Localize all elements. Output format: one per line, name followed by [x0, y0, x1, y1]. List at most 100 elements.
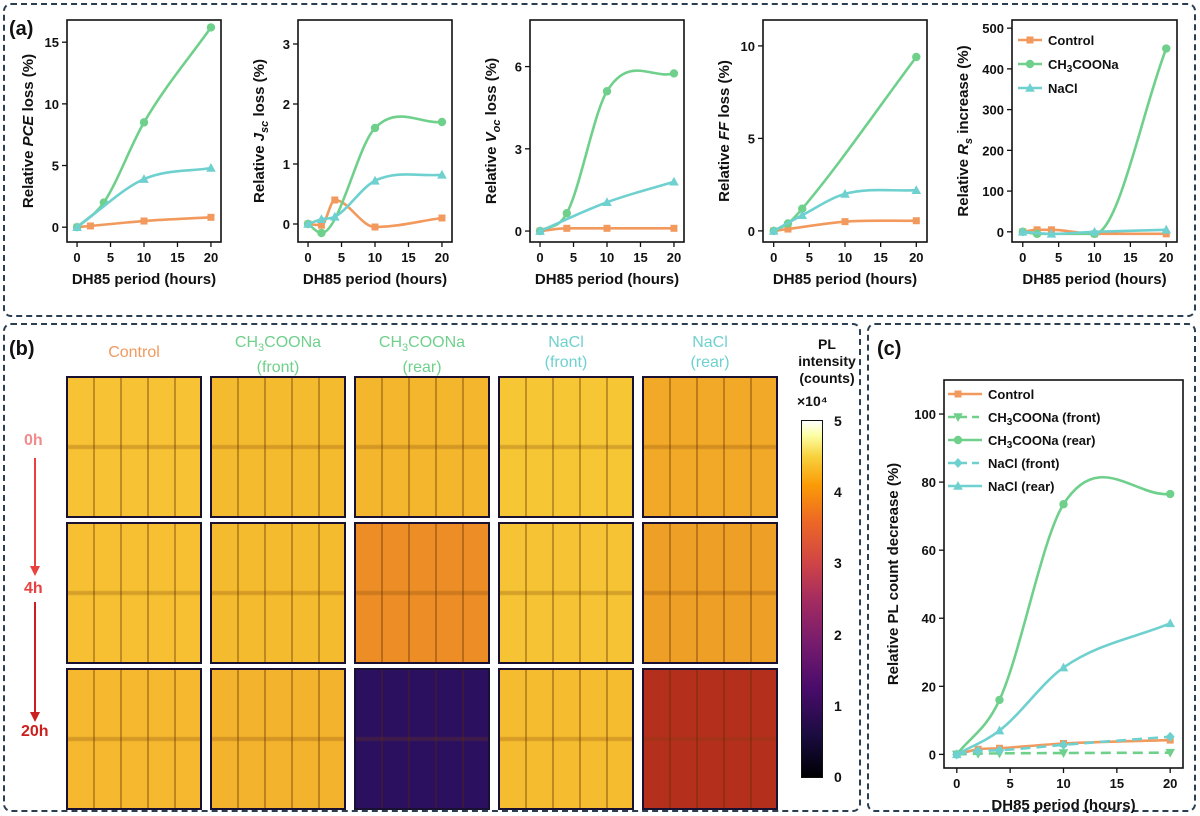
column-header-subtext: (front): [544, 354, 588, 371]
x-axis-label: DH85 period (hours): [303, 271, 447, 288]
time-arrows: [30, 458, 40, 722]
x-tick-label: 0: [536, 250, 543, 265]
legend-label-ch3coona-rear: CH3COONa (rear): [988, 433, 1095, 451]
data-point-ch3coona: [1162, 44, 1171, 53]
x-tick-label: 10: [368, 250, 382, 265]
colorbar-tick-0: 0: [834, 769, 842, 785]
column-header-subtext: (front): [256, 359, 300, 377]
data-point-nacl: [303, 219, 313, 228]
colorbar-title-line1: PL: [818, 336, 836, 352]
x-tick-label: 5: [806, 250, 813, 265]
data-point-nacl: [602, 197, 612, 207]
panel-a-label: (a): [9, 18, 34, 40]
x-tick-label: 10: [600, 250, 614, 265]
data-point-nacl: [797, 210, 808, 219]
series-line-ch3coona: [307, 115, 443, 235]
y-tick-label: 100: [914, 407, 936, 422]
arrow-head-0h-4h: [30, 566, 40, 576]
data-point-control: [603, 224, 611, 232]
y-tick-label: 3: [515, 142, 522, 157]
pl-image-0h-col4: [498, 376, 634, 518]
data-point-nacl: [72, 222, 82, 231]
data-point-control: [563, 224, 571, 232]
legend-marker-nacl: [1025, 83, 1035, 92]
pl-image-20h-col1: [66, 668, 202, 810]
data-point-nacl-rear: [994, 725, 1005, 735]
pl-image-4h-col3: [354, 522, 490, 664]
data-point-nacl-rear: [1058, 662, 1069, 672]
x-axis-label: DH85 period (hours): [773, 271, 917, 288]
data-point-ch3coona: [370, 123, 380, 133]
pl-image-20h-col2: [210, 668, 346, 810]
colorbar-tick-1: 1: [834, 698, 842, 714]
x-tick-label: 15: [1123, 250, 1137, 265]
y-tick-label: 6: [515, 60, 522, 75]
y-tick-label: 3: [283, 37, 290, 52]
y-tick-label: 500: [982, 21, 1004, 36]
data-point-nacl: [669, 176, 679, 186]
pl-image-0h-col3: [354, 376, 490, 518]
y-tick-label: 2: [283, 97, 290, 112]
data-point-ch3coona: [139, 118, 149, 127]
data-point-control: [207, 213, 215, 221]
legend-marker-control: [1026, 36, 1034, 44]
row-label-20h: 20h: [21, 723, 49, 740]
colorbar-tick-3: 3: [834, 555, 842, 571]
x-tick-label: 0: [73, 250, 80, 265]
column-header-2: CH3COONa (front): [208, 333, 348, 378]
x-tick-label: 5: [1007, 776, 1014, 791]
y-tick-label: 60: [922, 543, 936, 558]
data-point-nacl: [1046, 228, 1057, 238]
x-axis-label: DH85 period (hours): [72, 271, 216, 288]
y-tick-label: 80: [922, 475, 936, 490]
x-tick-label: 20: [1159, 250, 1173, 265]
pl-image-20h-col3: [354, 668, 490, 810]
series-line-nacl-rear: [956, 622, 1171, 756]
column-header-subtext: (rear): [690, 354, 730, 371]
pce-loss-chart: 0 5 10 15 20 0 5 10 15 DH85 period (hours) Relativ…: [20, 19, 222, 288]
y-axis-label: Relative Voc loss (%): [483, 58, 503, 204]
column-header-text: CH3COONa: [234, 334, 322, 355]
y-tick-label: 40: [922, 611, 936, 626]
x-tick-label: 15: [1110, 776, 1124, 791]
y-tick-label: 15: [45, 35, 59, 50]
x-tick-label: 0: [304, 250, 311, 265]
data-point-ch3coona: [317, 228, 326, 238]
y-axis-label: Relative PCE loss (%): [20, 54, 37, 208]
x-tick-label: 20: [667, 250, 681, 265]
data-point-control: [784, 225, 792, 233]
y-tick-label: 5: [748, 131, 755, 146]
data-point-nacl: [840, 188, 850, 198]
legend-marker-ch3coona-front: [953, 413, 963, 422]
legend-label-ch3coona: CH3COONa: [1048, 57, 1119, 75]
colorbar-exponent: ×10⁴: [797, 393, 828, 409]
row-label-0h: 0h: [24, 432, 43, 449]
x-tick-label: 5: [107, 250, 114, 265]
data-point-control: [371, 223, 379, 231]
data-point-ch3coona: [798, 204, 807, 213]
y-tick-label: 0: [52, 220, 59, 235]
pl-image-20h-col5: [642, 668, 778, 810]
x-tick-label: 20: [435, 250, 449, 265]
pl-image-4h-col4: [498, 522, 634, 664]
legend-label-nacl: NaCl: [1048, 81, 1078, 96]
series-line-control: [539, 226, 674, 233]
series-line-nacl: [1022, 228, 1167, 236]
y-axis-label: Relative Rs increase (%): [955, 45, 975, 216]
column-header-text: NaCl: [548, 334, 584, 351]
y-tick-label: 0: [515, 224, 522, 239]
data-point-ch3coona-rear: [995, 695, 1004, 705]
data-point-nacl: [768, 225, 779, 235]
y-tick-label: 100: [982, 184, 1004, 199]
x-tick-label: 15: [633, 250, 647, 265]
data-point-ch3coona-front: [1165, 748, 1175, 758]
column-header-text: Control: [108, 344, 160, 361]
data-point-nacl: [911, 185, 922, 194]
data-point-nacl-front: [994, 745, 1004, 756]
x-tick-label: 10: [137, 250, 151, 265]
y-tick-label: 10: [45, 97, 59, 112]
panel-b-frame: [3, 323, 861, 812]
data-point-control: [841, 218, 849, 226]
x-tick-label: 5: [338, 250, 345, 265]
